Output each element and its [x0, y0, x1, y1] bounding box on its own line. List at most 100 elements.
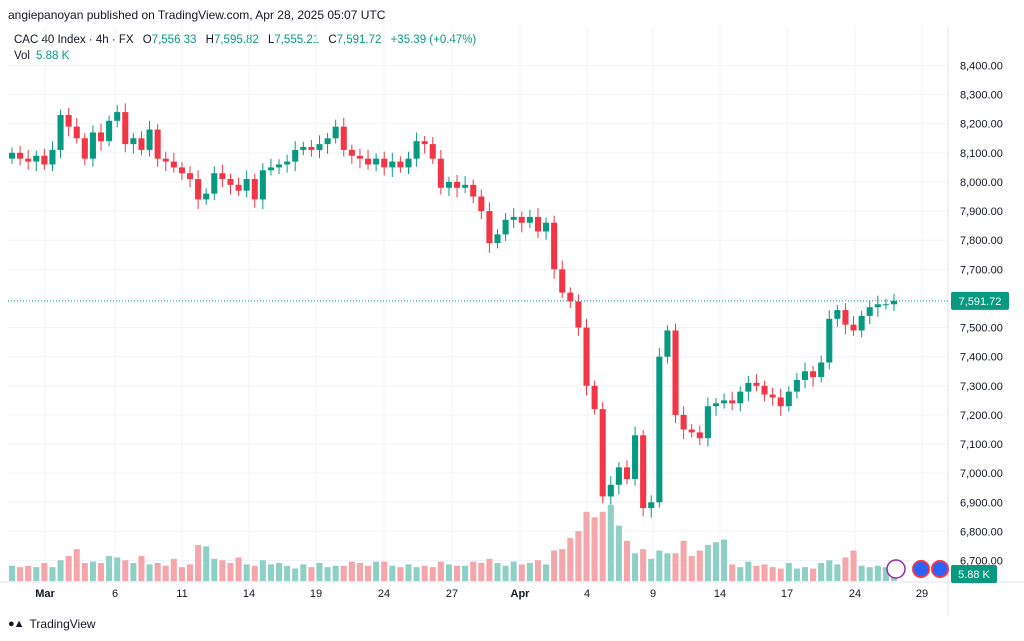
volume-bar: [882, 567, 889, 581]
x-tick-label: 19: [310, 588, 322, 600]
candle-body: [769, 394, 776, 398]
volume-bar: [308, 567, 315, 581]
volume-bar: [874, 565, 881, 581]
volume-bar: [49, 567, 56, 581]
volume-bar: [235, 557, 242, 581]
volume-bar: [526, 563, 533, 581]
volume-bar: [567, 538, 574, 581]
volume-bar: [340, 565, 347, 581]
volume-bar: [462, 565, 469, 581]
candle-body: [41, 155, 48, 165]
candle-body: [502, 219, 509, 235]
candle-body: [478, 196, 485, 212]
volume-bar: [729, 564, 736, 581]
volume-bar: [219, 560, 226, 581]
volume-bar: [211, 558, 218, 581]
volume-bar: [858, 565, 865, 581]
volume-bar: [17, 567, 24, 581]
y-tick-label: 8,400.00: [960, 60, 1003, 72]
earnings-event-icon: [912, 560, 930, 578]
tradingview-logo-icon: ●▲: [8, 618, 25, 630]
volume-bar: [454, 565, 461, 581]
candle-body: [510, 216, 517, 220]
volume-bar: [599, 511, 606, 581]
volume-bar: [793, 568, 800, 581]
candle-body: [882, 304, 889, 306]
volume-bar: [275, 563, 283, 581]
volume-bar: [332, 565, 339, 581]
volume-bar: [801, 567, 809, 581]
x-tick-label: 29: [916, 588, 928, 600]
y-tick-label: 7,200.00: [960, 410, 1003, 422]
candle-body: [567, 292, 574, 302]
volume-bar: [623, 540, 631, 581]
candle-body: [761, 385, 768, 395]
symbol-label[interactable]: CAC 40 Index · 4h · FX: [14, 34, 134, 46]
candle-body: [170, 161, 177, 168]
candle-body: [729, 400, 736, 404]
x-tick-label: 4: [584, 588, 590, 600]
candle-body: [737, 391, 744, 404]
candle-body: [801, 371, 809, 380]
economic-event-icon: [931, 560, 949, 578]
candle-body: [640, 435, 647, 509]
y-tick-label: 8,300.00: [960, 90, 1003, 102]
volume-bar: [769, 567, 776, 581]
volume-bar: [761, 564, 768, 581]
volume-bar: [405, 564, 412, 581]
price-chart[interactable]: 8,400.00 8,300.00 8,200.00 8,100.00 8,000.00…: [0, 26, 1024, 616]
last-price-tag: [951, 291, 1009, 310]
candle-body: [413, 141, 420, 159]
candle-body: [389, 161, 396, 168]
candle-body: [551, 222, 558, 270]
y-tick-label: 6,800.00: [960, 526, 1003, 538]
volume-bar: [195, 545, 202, 581]
candle-body: [826, 318, 833, 363]
candle-body: [211, 173, 218, 194]
volume-bar: [389, 565, 396, 581]
candle-body: [300, 147, 307, 150]
candle-body: [324, 138, 331, 145]
x-tick-label: 24: [378, 588, 390, 600]
volume-bar: [397, 567, 404, 581]
volume-bar: [445, 564, 452, 581]
candle-body: [534, 216, 541, 232]
x-tick-label: 6: [112, 588, 118, 600]
candle-body: [421, 141, 428, 145]
volume-bar: [656, 550, 663, 581]
candle-body: [138, 138, 145, 150]
candle-body: [122, 112, 129, 145]
candle-body: [227, 179, 234, 185]
candle-body: [850, 324, 857, 331]
candle-body: [275, 164, 283, 168]
footer-brand[interactable]: ●▲ TradingView: [8, 617, 96, 631]
volume-bar: [356, 563, 363, 581]
x-tick-label: Apr: [511, 588, 531, 600]
candle-body: [332, 126, 339, 139]
x-tick-label: 14: [714, 588, 726, 600]
volume-bar: [8, 565, 16, 581]
volume-bar: [81, 563, 88, 581]
volume-bar: [429, 567, 436, 581]
candle-body: [591, 385, 598, 410]
candle-body: [186, 173, 194, 180]
candle-body: [130, 138, 137, 145]
volume-bar: [640, 549, 647, 581]
candle-body: [721, 400, 728, 404]
volume-tag-label: 5.88 K: [958, 569, 990, 581]
candle-body: [810, 371, 817, 378]
volume-bar: [25, 565, 32, 581]
candle-body: [381, 158, 388, 168]
volume-bar: [227, 563, 234, 581]
candle-body: [656, 356, 663, 503]
candle-body: [785, 391, 792, 407]
volume-bar: [186, 564, 194, 581]
volume-bar: [73, 549, 80, 581]
candle-body: [518, 216, 525, 223]
y-tick-label: 8,200.00: [960, 119, 1003, 131]
open-label: O: [142, 34, 152, 46]
volume-bar: [437, 561, 444, 581]
volume-bar: [575, 531, 582, 581]
y-tick-label: 8,100.00: [960, 148, 1003, 160]
volume-bar: [114, 557, 121, 581]
